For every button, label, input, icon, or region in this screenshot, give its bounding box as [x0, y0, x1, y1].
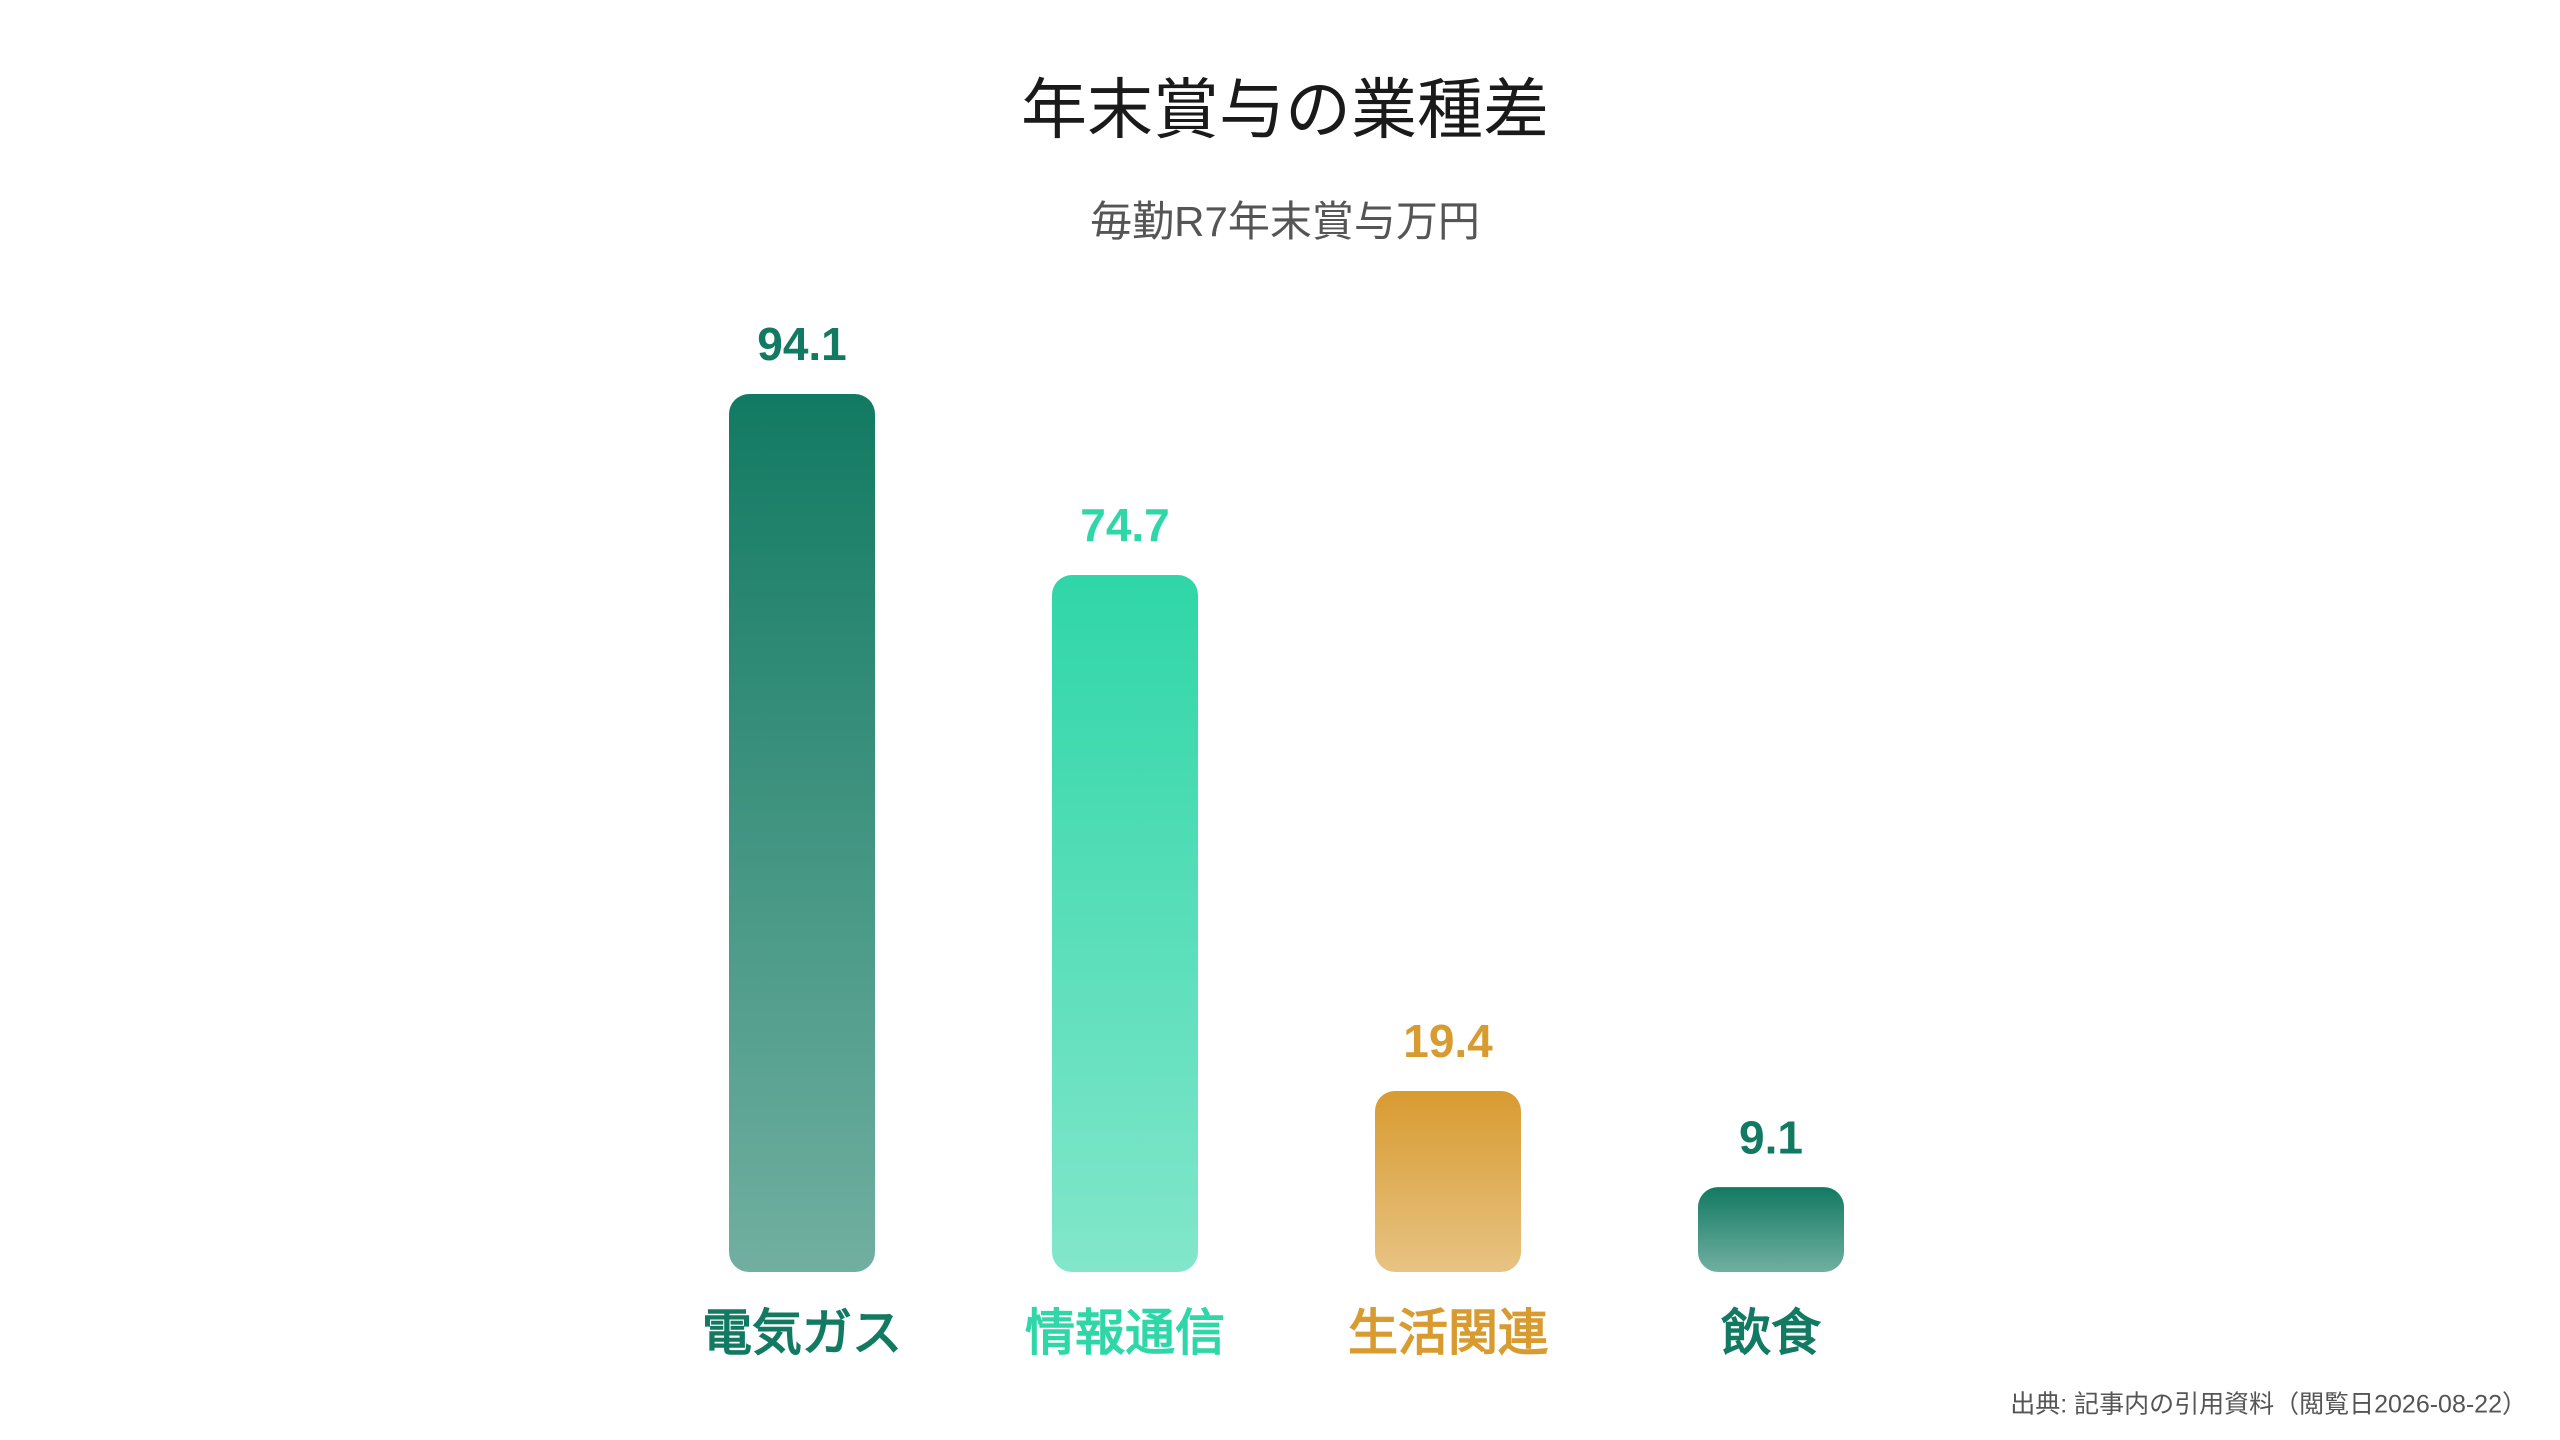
bar: [1698, 1187, 1844, 1272]
bar: [1375, 1090, 1521, 1272]
chart-subtitle: 毎勤R7年末賞与万円: [1090, 198, 1480, 245]
value-label: 19.4: [1403, 1015, 1493, 1067]
x-tick-label: 飲食: [1721, 1305, 1822, 1361]
chart-title: 年末賞与の業種差: [1021, 72, 1549, 146]
value-label: 94.1: [757, 318, 847, 370]
source-note: 出典: 記事内の引用資料（閲覧日2026-08-22）: [2010, 1391, 2527, 1419]
value-label: 9.1: [1739, 1111, 1803, 1163]
bar: [1052, 575, 1198, 1272]
x-tick-label: 電気ガス: [702, 1305, 902, 1361]
x-tick-label: 情報通信: [1025, 1305, 1225, 1361]
bar: [729, 394, 875, 1272]
x-tick-label: 生活関連: [1348, 1305, 1549, 1361]
value-label: 74.7: [1080, 499, 1170, 551]
